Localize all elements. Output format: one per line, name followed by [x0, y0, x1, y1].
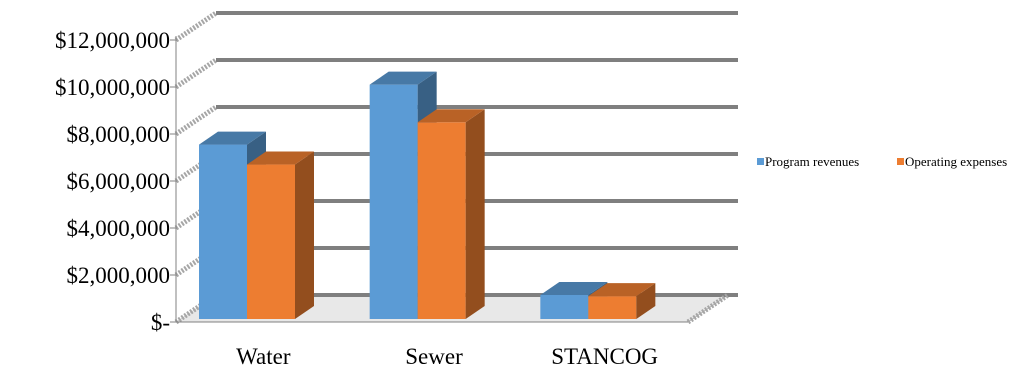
x-category-label: Water [236, 344, 291, 369]
x-category-label: STANCOG [551, 344, 658, 369]
bar-side [295, 151, 314, 319]
bar-top [417, 109, 485, 123]
gridline [170, 104, 738, 137]
bar-front [199, 144, 247, 319]
bar-top [588, 283, 656, 297]
y-tick-label: $2,000,000 [67, 263, 171, 288]
bar [588, 283, 656, 319]
bar [417, 109, 485, 319]
legend-label: Operating expenses [905, 154, 1007, 169]
bar-front [417, 122, 466, 319]
bar-front [369, 84, 418, 320]
legend-swatch [897, 158, 904, 165]
y-tick-label: $12,000,000 [55, 28, 170, 53]
legend-swatch [757, 158, 764, 165]
y-tick-label: $10,000,000 [55, 75, 170, 100]
bar-side [465, 109, 485, 319]
bar-top [247, 151, 314, 165]
gridline-side [174, 10, 218, 43]
gridline-side [174, 57, 218, 90]
x-axis-category-labels: Water Sewer STANCOG [236, 344, 658, 369]
legend-item: Operating expenses [897, 154, 1007, 169]
y-axis-tick-labels: $- $2,000,000 $4,000,000 $6,000,000 $8,000,0… [55, 28, 170, 335]
bars [199, 71, 656, 320]
legend: Program revenues Operating expenses [757, 154, 1007, 169]
y-tick-label: $4,000,000 [67, 216, 171, 241]
floor-right-edge [686, 292, 730, 325]
gridline-side [174, 104, 218, 137]
bar-front [540, 294, 589, 319]
bar [247, 151, 314, 319]
axes [175, 36, 688, 323]
bar-top [369, 71, 437, 85]
y-tick-label: $8,000,000 [67, 122, 171, 147]
y-tick-label: $6,000,000 [67, 169, 171, 194]
bar-front [588, 296, 637, 319]
legend-item: Program revenues [757, 154, 859, 169]
y-tick-label: $- [151, 310, 170, 335]
gridline [170, 57, 738, 90]
x-category-label: Sewer [405, 344, 463, 369]
bar-top [199, 131, 266, 145]
legend-label: Program revenues [765, 154, 859, 169]
gridline [170, 10, 738, 43]
bar-side [636, 283, 656, 319]
bar-top [540, 281, 608, 295]
bar-front [247, 164, 295, 319]
